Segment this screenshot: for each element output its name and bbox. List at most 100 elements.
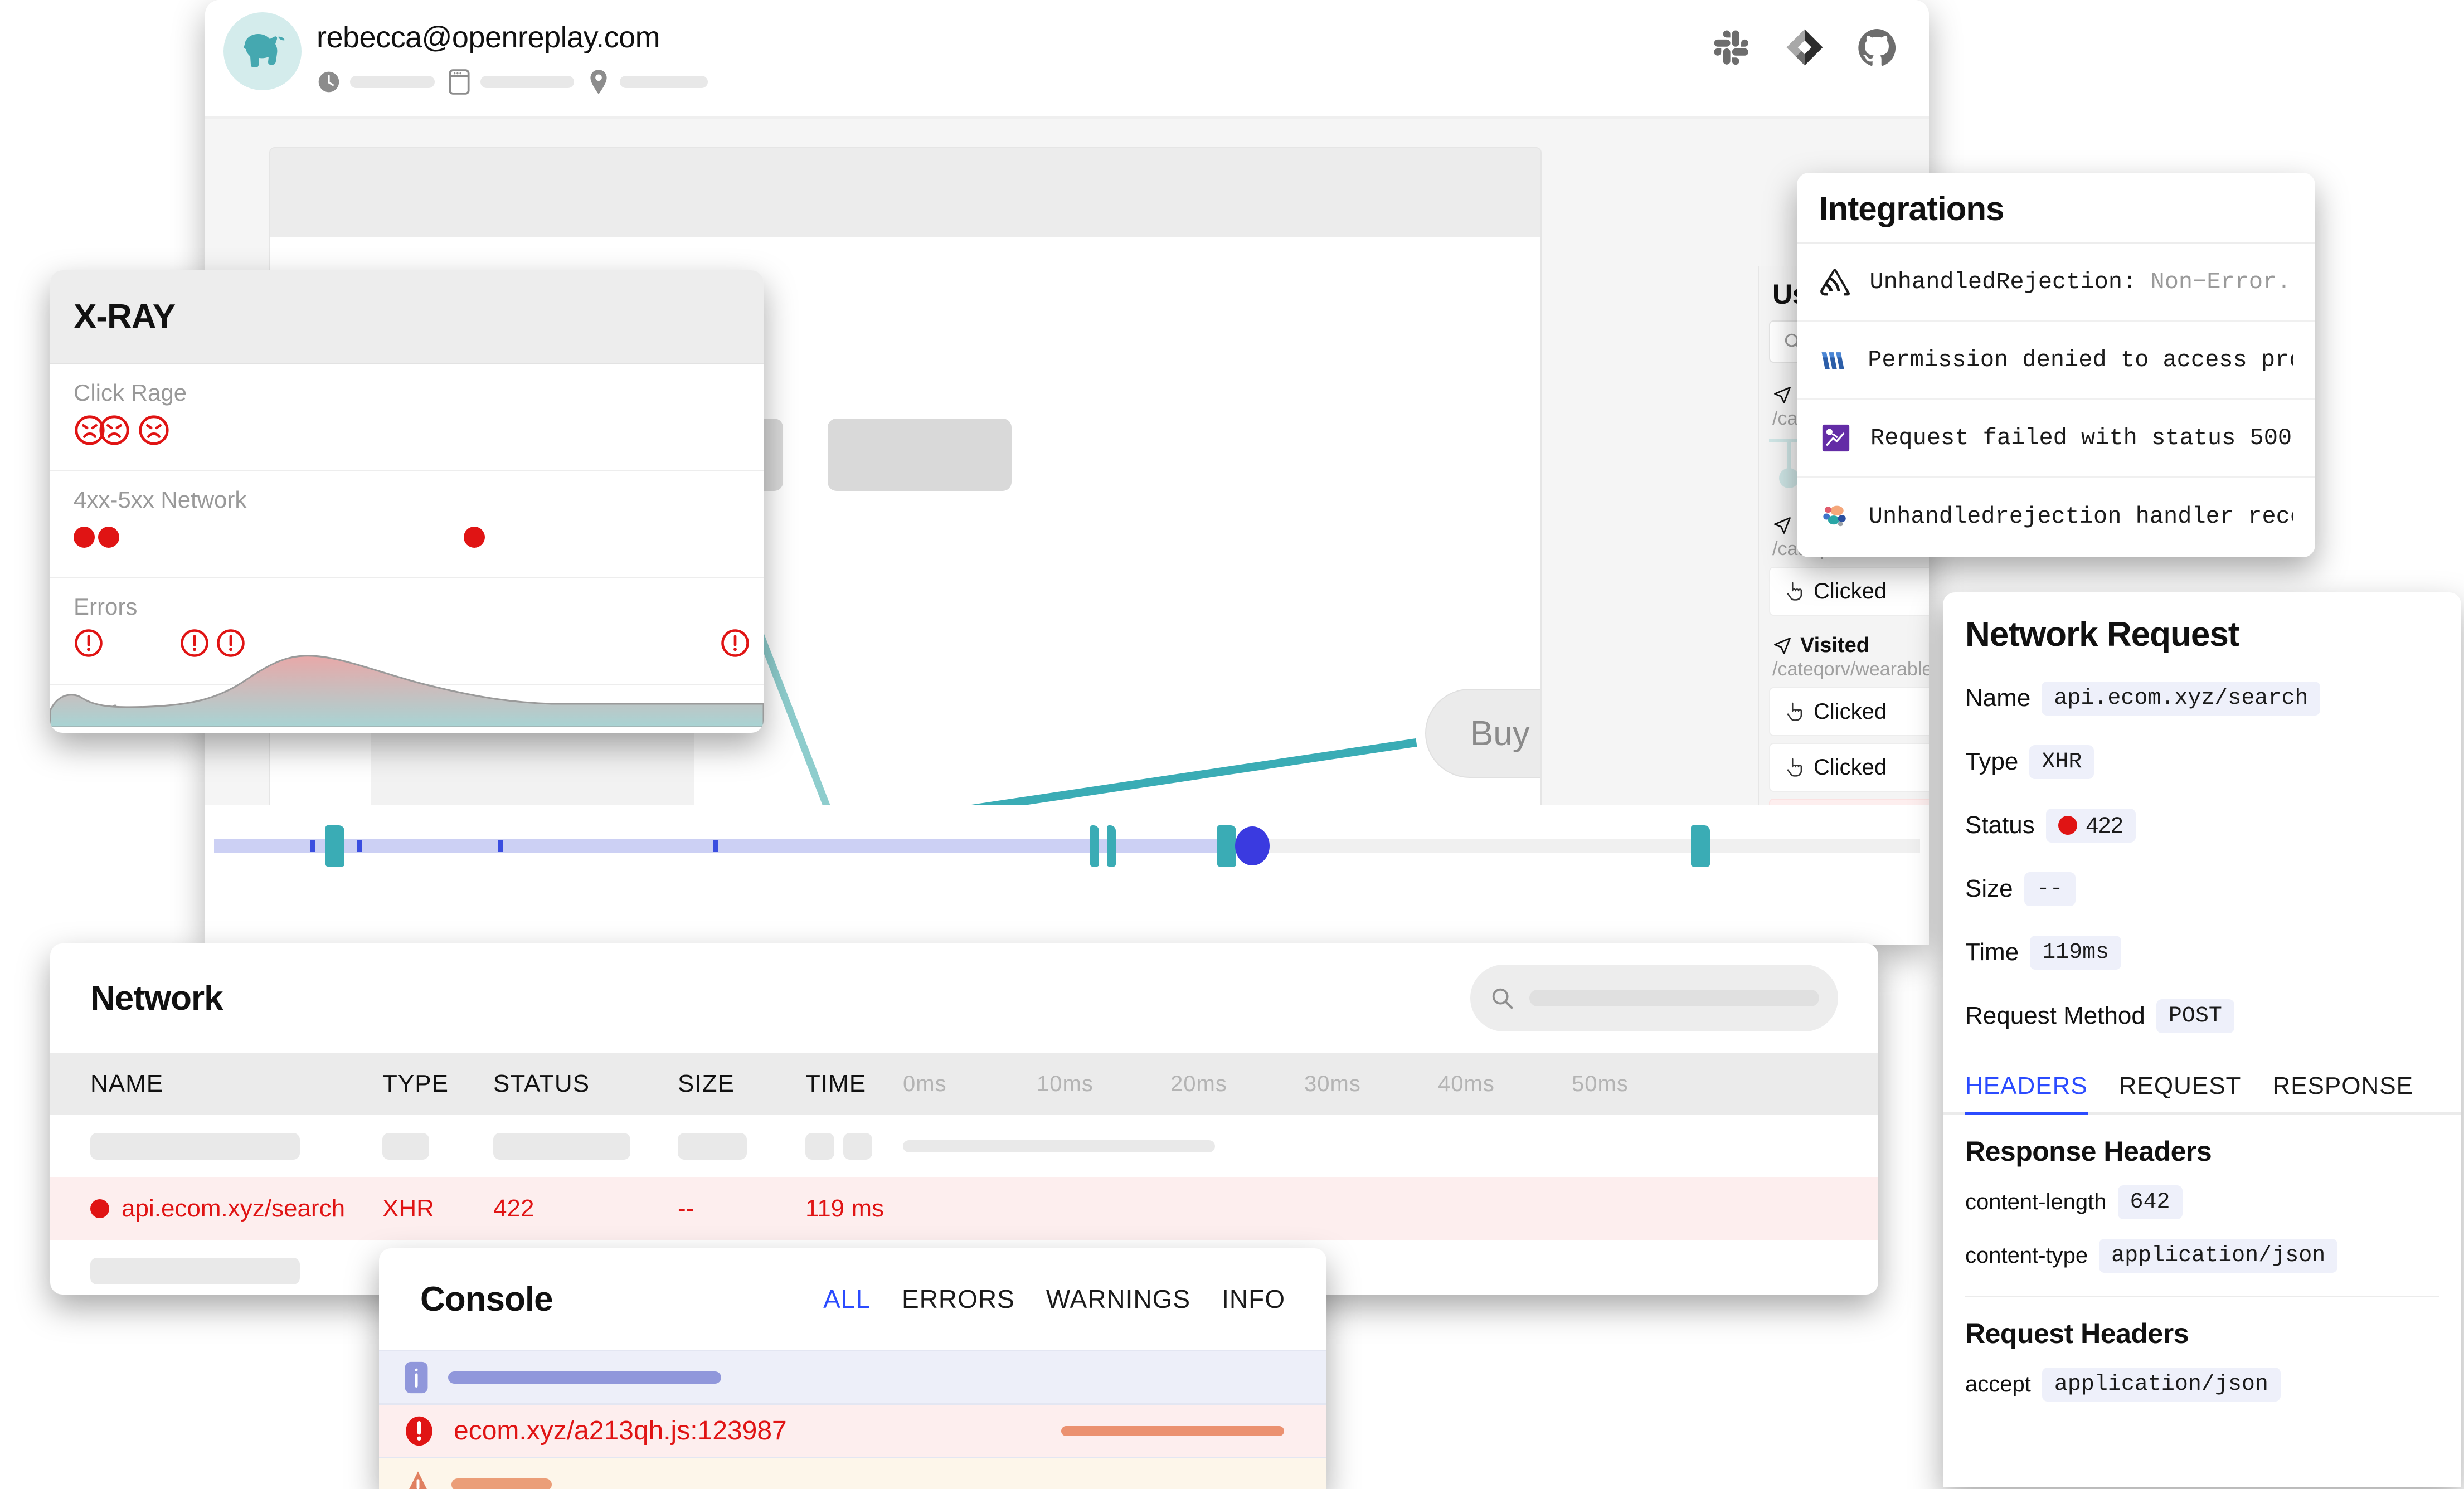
column-size: SIZE — [678, 1070, 735, 1097]
timeline-tick — [713, 840, 718, 852]
rage-face-icon[interactable] — [98, 414, 130, 446]
field-value: POST — [2156, 999, 2234, 1033]
list-item[interactable]: Clicked — [1769, 567, 1929, 616]
console-row-info[interactable] — [379, 1350, 1326, 1403]
timeline-event-marker[interactable] — [1217, 825, 1236, 867]
red-dot-icon[interactable] — [464, 527, 485, 548]
tab-errors[interactable]: ERRORS — [902, 1284, 1015, 1313]
header-key: content-length — [1965, 1189, 2107, 1214]
integration-error-text: Permission denied to access pro... — [1868, 347, 2293, 373]
field-key: Status — [1965, 811, 2035, 839]
list-item[interactable]: Permission denied to access pro... — [1797, 322, 2315, 400]
cell-placeholder — [90, 1133, 300, 1160]
list-item-label: Clicked — [1814, 755, 1887, 780]
bugsnag-icon — [1821, 352, 1844, 369]
rhino-logo-icon — [244, 34, 285, 67]
error-circle-icon[interactable] — [179, 628, 210, 658]
xray-marks — [74, 414, 740, 456]
session-header: rebecca@openreplay.com — [205, 0, 1929, 116]
response-headers-title: Response Headers — [1965, 1136, 2212, 1167]
network-table-title: Network — [90, 979, 223, 1018]
tab-all[interactable]: ALL — [823, 1284, 871, 1313]
info-icon — [405, 1361, 428, 1393]
timeline-event-marker[interactable] — [325, 825, 344, 867]
header-divider — [205, 116, 1929, 119]
github-icon[interactable] — [1856, 27, 1898, 68]
field-value: api.ecom.xyz/search — [2042, 681, 2321, 716]
list-item-label: Clicked — [1814, 699, 1887, 724]
cell-size: -- — [678, 1195, 694, 1222]
cell-waterfall — [903, 1140, 1215, 1152]
list-item[interactable]: Clicked Color — [1769, 743, 1929, 792]
xray-title: X-RAY — [74, 297, 176, 336]
network-request-panel: Network Request Name api.ecom.xyz/search… — [1943, 592, 2461, 1487]
tick-label: 10ms — [1037, 1071, 1094, 1096]
search-icon — [1492, 988, 1513, 1009]
table-row[interactable] — [50, 1115, 1878, 1177]
field-request-method: Request Method POST — [1943, 984, 2461, 1048]
meta-location — [586, 68, 708, 96]
timeline-event-marker[interactable] — [1691, 825, 1710, 867]
timeline-scrubber[interactable] — [214, 825, 1920, 867]
warning-icon — [409, 1471, 427, 1489]
cell-placeholder — [90, 1258, 300, 1284]
rage-face-icon[interactable] — [74, 414, 106, 446]
tab-info[interactable]: INFO — [1222, 1284, 1285, 1313]
meta-browser — [447, 68, 574, 96]
list-item[interactable]: Unhandledrejection handler rece.. — [1797, 478, 2315, 556]
network-request-title: Network Request — [1965, 615, 2239, 654]
tab-headers[interactable]: HEADERS — [1965, 1072, 2088, 1112]
error-circle-icon[interactable] — [720, 628, 750, 658]
rage-face-icon[interactable] — [138, 414, 170, 446]
tab-warnings[interactable]: WARNINGS — [1046, 1284, 1191, 1313]
buy-now-button[interactable]: Buy Now — [1425, 689, 1540, 778]
error-circle-icon[interactable] — [216, 628, 246, 658]
console-header: Console ALL ERRORS WARNINGS INFO — [379, 1248, 1326, 1350]
field-time: Time 119ms — [1943, 921, 2461, 984]
event-group-type: Visited — [1772, 634, 1929, 658]
header-value: 642 — [2117, 1185, 2183, 1219]
search-input[interactable] — [1470, 965, 1838, 1031]
timeline-playhead[interactable] — [1235, 826, 1270, 865]
console-row-warning[interactable] — [379, 1457, 1326, 1489]
tick-label: 30ms — [1304, 1071, 1361, 1096]
list-item[interactable]: Clicked Size — [1769, 687, 1929, 736]
list-item[interactable]: UnhandledRejection: Non−Error... — [1797, 244, 2315, 322]
red-dot-icon[interactable] — [98, 527, 119, 548]
network-table-panel: Network NAME TYPE STATUS SIZE TIME 0ms 1… — [50, 943, 1878, 1295]
tab-request[interactable]: REQUEST — [2118, 1072, 2242, 1099]
xray-section-label: Errors — [74, 593, 138, 620]
slack-icon[interactable] — [1712, 27, 1753, 68]
list-item[interactable]: Request failed with status 500 — [1797, 400, 2315, 478]
timeline-event-marker[interactable] — [1107, 825, 1116, 867]
skeleton-block — [828, 419, 1012, 491]
timeline-tick — [357, 840, 362, 852]
integration-error-text: Unhandledrejection handler rece.. — [1868, 503, 2293, 530]
timeline-event-marker[interactable] — [1090, 825, 1099, 867]
column-status: STATUS — [493, 1070, 590, 1097]
header-accept: accept application/json — [1943, 1357, 2461, 1411]
session-meta — [317, 68, 708, 96]
list-item-label: UnhandledRejection: Non−Error... — [1869, 269, 2293, 295]
timeline-progress — [214, 839, 1245, 853]
cell-name: api.ecom.xyz/search — [90, 1195, 345, 1223]
table-row[interactable]: api.ecom.xyz/search XHR 422 -- 119 ms — [50, 1177, 1878, 1240]
error-icon — [406, 1416, 432, 1446]
jira-icon[interactable] — [1784, 27, 1825, 68]
integrations-header: Integrations — [1797, 173, 2315, 244]
location-pin-icon — [590, 70, 607, 94]
field-value: XHR — [2029, 744, 2094, 779]
xray-section-performance: Performance — [50, 655, 764, 727]
header-key: accept — [1965, 1371, 2031, 1396]
integrations-title: Integrations — [1819, 190, 2004, 227]
user-email: rebecca@openreplay.com — [317, 21, 660, 54]
error-circle-icon[interactable] — [74, 628, 104, 658]
list-item-label: Request failed with status 500 — [1870, 425, 2292, 451]
timeline-tick-labels: 0ms 10ms 20ms 30ms 40ms 50ms — [903, 1072, 1705, 1097]
console-row-error[interactable]: ecom.xyz/a213qh.js:123987 — [379, 1403, 1326, 1457]
tab-response[interactable]: RESPONSE — [2272, 1072, 2413, 1099]
status-badge: 422 — [2045, 808, 2136, 843]
red-dot-icon[interactable] — [74, 527, 95, 548]
event-group-header: Visited /cateqorv/wearable/watch-details — [1759, 616, 1929, 680]
browser-icon — [449, 69, 470, 95]
